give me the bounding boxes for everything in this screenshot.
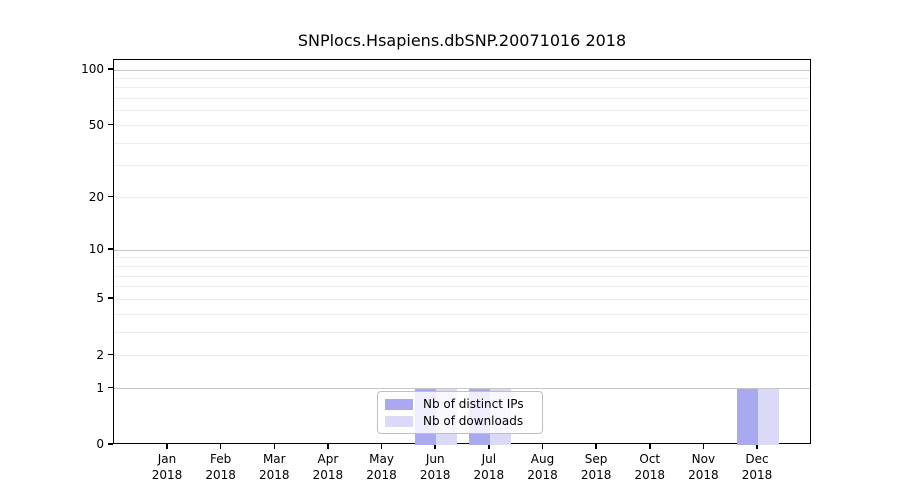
x-tick-label-jan: Jan 2018 bbox=[151, 452, 183, 482]
gridline-y-20 bbox=[114, 197, 810, 199]
gridline-y-1 bbox=[114, 388, 810, 390]
legend-swatch-downloads bbox=[385, 415, 413, 427]
y-tick-label-50: 50 bbox=[88, 117, 104, 132]
gridline-y-100 bbox=[114, 69, 810, 71]
x-tick-mark-dec bbox=[756, 444, 758, 449]
gridline-y-30 bbox=[114, 165, 810, 167]
x-tick-mark-jan bbox=[166, 444, 168, 449]
x-tick-mark-sep bbox=[595, 444, 597, 449]
gridline-y-90 bbox=[114, 77, 810, 79]
x-tick-label-oct: Oct 2018 bbox=[634, 452, 666, 482]
legend-label-downloads: Nb of downloads bbox=[423, 414, 524, 428]
x-tick-mark-may bbox=[380, 444, 383, 449]
bar-dec-downloads bbox=[758, 388, 780, 445]
y-tick-label-5: 5 bbox=[96, 291, 104, 306]
plot-area bbox=[113, 59, 811, 445]
x-tick-label-mar: Mar 2018 bbox=[258, 452, 290, 482]
x-tick-mark-feb bbox=[219, 444, 222, 449]
x-tick-mark-nov bbox=[702, 444, 705, 449]
legend-label-distinct-ips: Nb of distinct IPs bbox=[423, 397, 524, 411]
gridline-y-50 bbox=[114, 125, 810, 127]
x-tick-label-sep: Sep 2018 bbox=[580, 452, 612, 482]
x-tick-mark-mar bbox=[273, 444, 276, 449]
x-tick-label-may: May 2018 bbox=[366, 452, 397, 482]
x-tick-mark-apr bbox=[327, 444, 329, 449]
y-tick-label-1: 1 bbox=[96, 380, 104, 395]
gridline-y-60 bbox=[114, 110, 810, 112]
gridline-y-40 bbox=[114, 142, 810, 144]
y-tick-label-100: 100 bbox=[81, 62, 104, 76]
gridline-y-70 bbox=[114, 98, 810, 100]
gridline-y-4 bbox=[114, 313, 810, 315]
x-tick-mark-jun bbox=[434, 444, 436, 449]
bar-dec-distinct-ips bbox=[737, 388, 759, 445]
x-tick-label-feb: Feb 2018 bbox=[205, 452, 236, 482]
y-tick-mark-1 bbox=[108, 386, 113, 389]
y-tick-mark-100 bbox=[108, 68, 113, 70]
gridline-y-5 bbox=[114, 298, 810, 300]
x-tick-mark-jul bbox=[488, 444, 490, 449]
gridline-y-10 bbox=[114, 249, 810, 251]
y-tick-mark-20 bbox=[108, 195, 113, 198]
x-tick-mark-oct bbox=[649, 444, 651, 449]
x-tick-label-nov: Nov 2018 bbox=[688, 452, 719, 482]
y-tick-mark-50 bbox=[108, 123, 113, 126]
y-tick-label-20: 20 bbox=[88, 189, 104, 204]
y-tick-label-0: 0 bbox=[96, 437, 104, 451]
gridline-y-2 bbox=[114, 355, 810, 357]
x-tick-label-apr: Apr 2018 bbox=[312, 452, 344, 482]
gridline-y-6 bbox=[114, 286, 810, 288]
x-tick-mark-aug bbox=[541, 444, 544, 449]
gridline-y-3 bbox=[114, 331, 810, 333]
y-tick-mark-0 bbox=[108, 443, 113, 445]
gridline-y-9 bbox=[114, 257, 810, 259]
legend: Nb of distinct IPs Nb of downloads bbox=[377, 391, 543, 434]
gridline-y-7 bbox=[114, 275, 810, 277]
x-tick-label-jul: Jul 2018 bbox=[473, 452, 505, 482]
y-tick-label-10: 10 bbox=[88, 242, 104, 257]
x-tick-label-dec: Dec 2018 bbox=[741, 452, 773, 482]
gridline-y-8 bbox=[114, 265, 810, 267]
y-tick-mark-2 bbox=[108, 353, 113, 356]
y-tick-mark-10 bbox=[108, 248, 113, 250]
legend-swatch-distinct-ips bbox=[385, 398, 413, 410]
legend-entry-downloads: Nb of downloads bbox=[385, 414, 535, 428]
y-tick-label-2: 2 bbox=[96, 347, 104, 362]
chart-title: SNPlocs.Hsapiens.dbSNP.20071016 2018 bbox=[297, 31, 627, 50]
x-tick-label-aug: Aug 2018 bbox=[527, 452, 558, 482]
y-tick-mark-5 bbox=[108, 297, 113, 299]
x-tick-label-jun: Jun 2018 bbox=[419, 452, 451, 482]
gridline-y-80 bbox=[114, 87, 810, 89]
legend-entry-distinct-ips: Nb of distinct IPs bbox=[385, 397, 535, 411]
